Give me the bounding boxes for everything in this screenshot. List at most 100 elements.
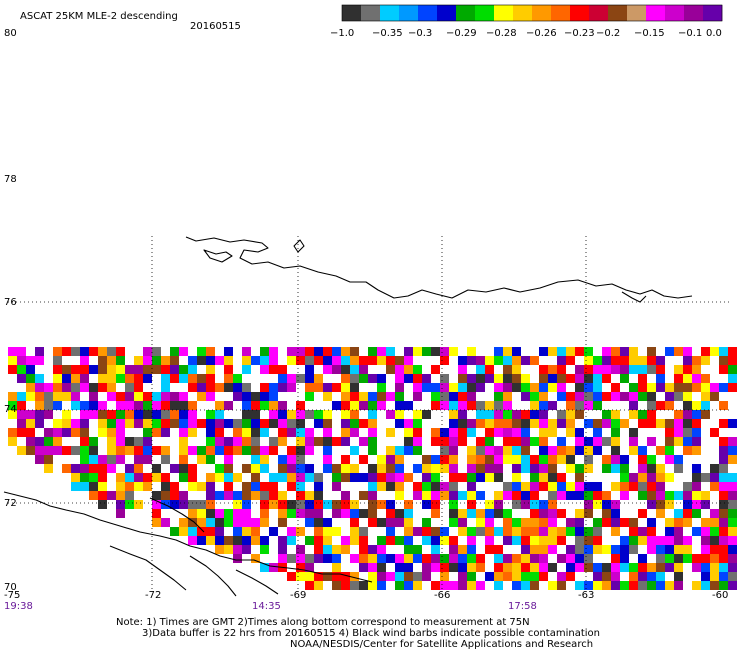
wind-cell <box>152 419 161 428</box>
wind-cell <box>449 383 458 392</box>
wind-cell <box>296 491 305 500</box>
wind-cell <box>332 554 341 563</box>
wind-cell <box>431 509 440 518</box>
wind-cell <box>413 482 422 491</box>
wind-cell <box>710 527 719 536</box>
wind-cell <box>620 419 629 428</box>
wind-cell <box>395 365 404 374</box>
wind-cell <box>638 482 647 491</box>
wind-cell <box>467 464 476 473</box>
wind-cell <box>701 554 710 563</box>
wind-cell <box>305 410 314 419</box>
wind-cell <box>260 464 269 473</box>
wind-cell <box>368 554 377 563</box>
wind-cell <box>431 374 440 383</box>
wind-cell <box>728 482 737 491</box>
wind-cell <box>674 392 683 401</box>
wind-cell <box>260 356 269 365</box>
wind-cell <box>215 518 224 527</box>
wind-cell <box>611 572 620 581</box>
wind-cell <box>584 518 593 527</box>
wind-cell <box>629 410 638 419</box>
wind-cell <box>287 410 296 419</box>
wind-cell <box>377 482 386 491</box>
wind-cell <box>170 482 179 491</box>
wind-cell <box>494 509 503 518</box>
wind-cell <box>719 482 728 491</box>
wind-cell <box>449 410 458 419</box>
wind-cell <box>395 401 404 410</box>
wind-cell <box>341 401 350 410</box>
wind-cell <box>449 491 458 500</box>
wind-cell <box>665 356 674 365</box>
wind-cell <box>656 437 665 446</box>
wind-cell <box>80 464 89 473</box>
wind-cell <box>269 356 278 365</box>
wind-cell <box>350 536 359 545</box>
wind-cell <box>125 419 134 428</box>
wind-cell <box>701 473 710 482</box>
wind-cell <box>665 401 674 410</box>
wind-cell <box>377 455 386 464</box>
wind-cell <box>377 374 386 383</box>
wind-cell <box>305 509 314 518</box>
wind-cell <box>395 464 404 473</box>
wind-cell <box>575 509 584 518</box>
wind-cell <box>71 473 80 482</box>
wind-cell <box>242 491 251 500</box>
wind-cell <box>152 347 161 356</box>
wind-cell <box>449 374 458 383</box>
wind-cell <box>458 365 467 374</box>
wind-cell <box>143 392 152 401</box>
wind-cell <box>377 383 386 392</box>
wind-cell <box>278 473 287 482</box>
wind-cell <box>188 536 197 545</box>
wind-cell <box>89 491 98 500</box>
wind-cell <box>197 536 206 545</box>
wind-cell <box>611 446 620 455</box>
wind-cell <box>449 446 458 455</box>
wind-cell <box>260 401 269 410</box>
wind-cell <box>620 455 629 464</box>
wind-cell <box>656 383 665 392</box>
wind-cell <box>125 446 134 455</box>
wind-cell <box>359 401 368 410</box>
wind-cell <box>107 374 116 383</box>
wind-cell <box>44 401 53 410</box>
wind-cell <box>98 473 107 482</box>
wind-cell <box>305 401 314 410</box>
wind-cell <box>44 365 53 374</box>
wind-cell <box>395 356 404 365</box>
wind-cell <box>467 383 476 392</box>
wind-cell <box>575 374 584 383</box>
wind-cell <box>386 509 395 518</box>
lat-label: 78 <box>4 174 17 185</box>
wind-cell <box>593 482 602 491</box>
wind-cell <box>251 527 260 536</box>
wind-cell <box>602 509 611 518</box>
wind-cell <box>224 545 233 554</box>
wind-cell <box>89 464 98 473</box>
wind-cell <box>269 392 278 401</box>
wind-cell <box>44 464 53 473</box>
wind-cell <box>134 428 143 437</box>
wind-cell <box>674 347 683 356</box>
wind-cell <box>629 581 638 590</box>
wind-cell <box>458 473 467 482</box>
wind-cell <box>395 572 404 581</box>
wind-cell <box>17 365 26 374</box>
wind-cell <box>377 563 386 572</box>
wind-cell <box>98 410 107 419</box>
wind-cell <box>476 365 485 374</box>
wind-cell <box>494 410 503 419</box>
wind-cell <box>305 374 314 383</box>
wind-cell <box>674 491 683 500</box>
wind-cell <box>215 419 224 428</box>
wind-cell <box>611 464 620 473</box>
wind-cell <box>629 392 638 401</box>
wind-cell <box>377 509 386 518</box>
wind-cell <box>503 374 512 383</box>
time-label: 17:58 <box>508 601 537 612</box>
wind-cell <box>296 356 305 365</box>
wind-cell <box>368 356 377 365</box>
